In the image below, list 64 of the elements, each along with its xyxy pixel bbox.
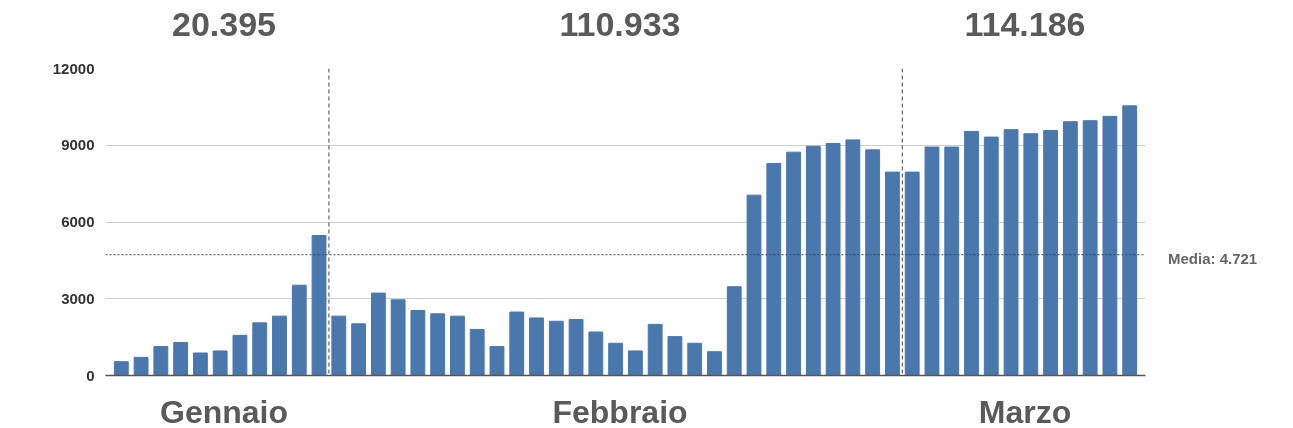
text: Gennaio <box>159 394 289 428</box>
bar <box>291 284 307 376</box>
bar <box>766 162 782 376</box>
bar <box>469 328 485 376</box>
bar <box>1102 115 1118 376</box>
bar <box>509 311 525 376</box>
bar <box>351 323 366 376</box>
bar <box>311 235 327 376</box>
bar <box>232 334 248 376</box>
y-tick-label: 9000 <box>61 136 95 154</box>
bar <box>944 146 960 376</box>
text: 20.395 <box>171 5 277 44</box>
bar <box>410 310 426 376</box>
text: 114.186 <box>963 5 1087 44</box>
bar <box>983 136 999 376</box>
bar <box>1122 105 1138 376</box>
bar <box>707 351 722 376</box>
bar <box>212 350 228 376</box>
bar <box>489 346 505 376</box>
bar <box>568 318 584 376</box>
bar <box>865 149 881 376</box>
bar <box>390 299 406 376</box>
bar <box>153 346 169 376</box>
text: Marzo <box>977 394 1073 428</box>
bar <box>647 323 663 376</box>
bar <box>687 342 703 376</box>
bar <box>430 313 446 376</box>
bar <box>113 361 129 376</box>
bar <box>924 146 940 376</box>
text: 110.933 <box>558 5 682 44</box>
bar <box>450 315 465 376</box>
bar <box>746 194 762 376</box>
bar <box>786 151 801 376</box>
text: Febbraio <box>551 394 689 428</box>
bar <box>667 336 683 376</box>
ref-line-label: Media: 4.721 <box>1168 250 1258 267</box>
bar <box>805 145 821 376</box>
bar <box>272 315 287 376</box>
bar <box>627 350 643 376</box>
bar <box>588 331 604 376</box>
bar <box>331 315 347 376</box>
y-tick-label: 6000 <box>61 213 95 230</box>
y-tick-label: 3000 <box>61 289 95 307</box>
bar <box>825 142 841 376</box>
bar <box>726 286 742 376</box>
bar <box>885 171 900 376</box>
bar <box>964 130 979 376</box>
bar <box>1003 129 1019 376</box>
bar <box>904 171 920 376</box>
y-tick-label: 0 <box>86 366 95 384</box>
bar <box>548 320 564 376</box>
bar <box>608 342 624 376</box>
bar <box>192 352 208 376</box>
bar <box>1062 121 1078 376</box>
bar <box>252 322 268 376</box>
bar <box>173 342 189 376</box>
bar <box>370 292 386 376</box>
bar <box>845 139 861 376</box>
y-tick-label: 12000 <box>52 59 95 77</box>
bar <box>1023 133 1039 376</box>
bar <box>1043 129 1059 376</box>
bar <box>1082 120 1098 376</box>
bar <box>529 317 544 376</box>
bar <box>133 356 149 376</box>
